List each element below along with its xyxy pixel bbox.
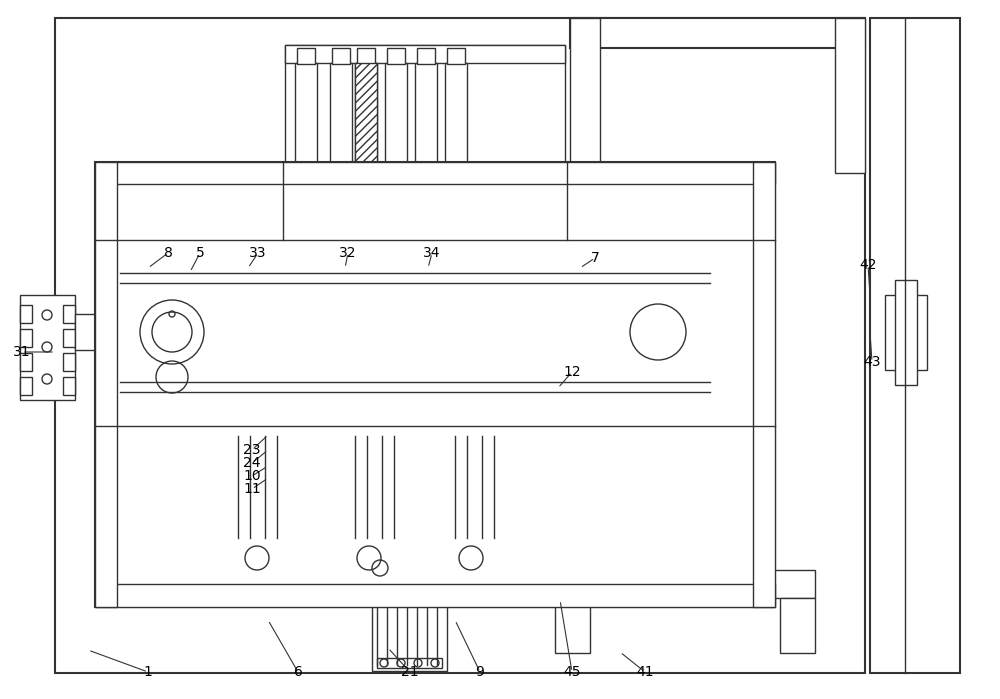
Bar xyxy=(417,48,435,64)
Bar xyxy=(332,48,350,64)
Bar xyxy=(330,63,352,183)
Bar xyxy=(233,575,281,590)
Bar xyxy=(120,245,710,420)
Bar xyxy=(366,551,394,581)
Bar xyxy=(210,428,280,543)
Text: 23: 23 xyxy=(243,443,261,457)
Bar xyxy=(387,48,405,64)
Bar xyxy=(95,584,775,607)
Text: 34: 34 xyxy=(423,246,441,260)
Bar xyxy=(570,18,865,48)
Bar xyxy=(425,317,670,347)
Bar xyxy=(285,45,565,195)
Bar xyxy=(357,48,375,64)
Bar xyxy=(128,263,148,402)
Bar xyxy=(120,245,710,263)
Text: 10: 10 xyxy=(243,469,261,483)
Bar xyxy=(355,63,377,183)
Bar xyxy=(555,570,815,598)
Bar xyxy=(75,314,120,350)
Text: 6: 6 xyxy=(294,665,302,679)
Bar xyxy=(315,280,425,385)
Text: 9: 9 xyxy=(476,665,484,679)
Bar xyxy=(452,538,490,580)
Bar xyxy=(350,428,400,543)
Bar xyxy=(355,63,377,183)
Bar xyxy=(447,575,495,590)
Text: 33: 33 xyxy=(249,246,267,260)
Bar xyxy=(167,305,177,323)
Bar xyxy=(63,329,75,347)
Bar xyxy=(350,538,388,580)
Bar xyxy=(238,538,276,580)
Text: 5: 5 xyxy=(196,246,204,260)
Bar xyxy=(95,162,775,607)
Text: 8: 8 xyxy=(164,246,172,260)
Text: 21: 21 xyxy=(401,665,419,679)
Bar xyxy=(20,353,32,371)
Bar xyxy=(570,18,600,173)
Bar xyxy=(345,575,393,590)
Text: 42: 42 xyxy=(859,258,877,272)
Bar xyxy=(377,658,442,668)
Text: 24: 24 xyxy=(243,456,261,470)
Bar xyxy=(835,18,865,173)
Bar xyxy=(20,329,32,347)
Bar xyxy=(63,353,75,371)
Bar xyxy=(450,428,500,543)
Bar xyxy=(895,280,917,385)
Text: 1: 1 xyxy=(144,665,152,679)
Bar xyxy=(372,603,447,671)
Bar xyxy=(447,48,465,64)
Bar xyxy=(885,295,927,370)
Bar xyxy=(166,283,178,348)
Bar xyxy=(295,63,317,183)
Text: 45: 45 xyxy=(563,665,581,679)
Bar xyxy=(20,377,32,395)
Bar xyxy=(753,162,775,607)
Bar xyxy=(95,162,775,184)
Text: 43: 43 xyxy=(863,355,881,369)
Bar xyxy=(210,428,610,603)
Bar xyxy=(780,598,815,653)
Text: 11: 11 xyxy=(243,482,261,496)
Bar xyxy=(150,317,315,347)
Bar xyxy=(95,162,117,607)
Bar xyxy=(555,598,590,653)
Text: 41: 41 xyxy=(636,665,654,679)
Text: 7: 7 xyxy=(591,251,599,265)
Text: 31: 31 xyxy=(13,345,31,359)
Bar xyxy=(20,305,32,323)
Bar xyxy=(682,263,702,402)
Bar xyxy=(870,18,960,673)
Bar xyxy=(63,305,75,323)
Bar xyxy=(415,63,437,183)
Text: 32: 32 xyxy=(339,246,357,260)
Bar xyxy=(288,436,343,541)
Bar xyxy=(20,295,75,400)
Bar xyxy=(285,45,565,63)
Bar xyxy=(297,48,315,64)
Bar xyxy=(445,63,467,183)
Bar xyxy=(120,402,710,420)
Bar xyxy=(63,377,75,395)
Text: 12: 12 xyxy=(563,365,581,379)
Bar xyxy=(385,63,407,183)
Bar xyxy=(55,18,865,673)
